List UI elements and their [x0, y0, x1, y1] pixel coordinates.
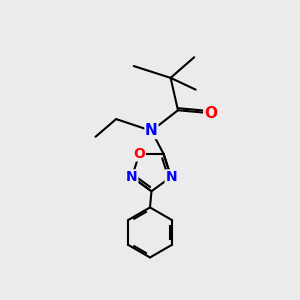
Text: N: N — [165, 170, 177, 184]
Text: N: N — [126, 170, 138, 184]
Text: N: N — [145, 123, 158, 138]
Text: O: O — [204, 106, 217, 121]
Text: O: O — [134, 147, 145, 161]
